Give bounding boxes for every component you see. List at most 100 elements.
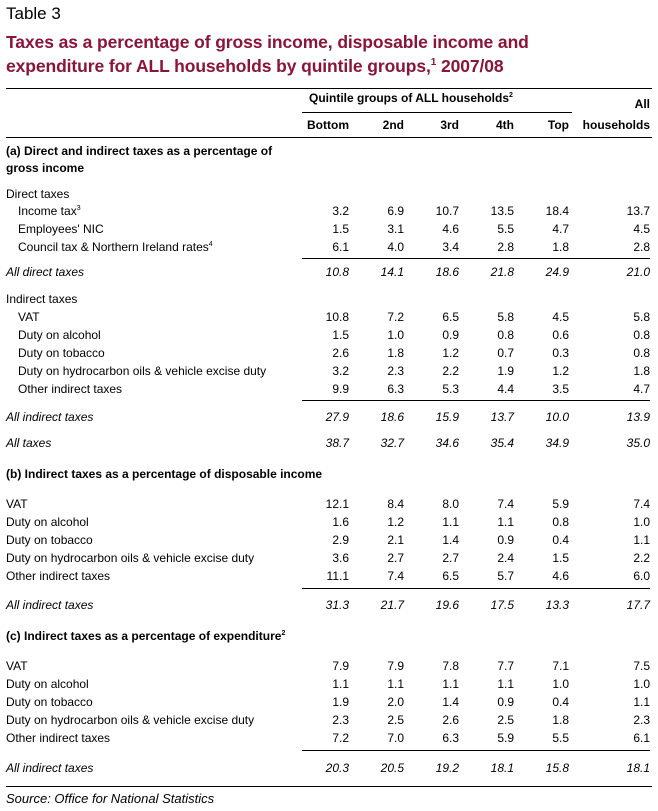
disposable-income-row-value: 1.5 bbox=[552, 551, 569, 565]
expenditure-row-value: 2.6 bbox=[442, 713, 459, 727]
all-taxes-row-value: 32.7 bbox=[380, 436, 404, 450]
expenditure-row-value: 5.9 bbox=[497, 731, 514, 745]
disposable-income-row-label: Other indirect taxes bbox=[6, 569, 110, 584]
row-label-text: All indirect taxes bbox=[6, 761, 94, 775]
disposable-income-row-value: 12.1 bbox=[325, 497, 349, 511]
disposable-income-row-value: 5.7 bbox=[497, 569, 514, 583]
direct-taxes-label: Direct taxes bbox=[6, 187, 70, 201]
expenditure-row-value: 1.0 bbox=[633, 677, 650, 691]
disposable-income-row-value: 2.1 bbox=[387, 533, 404, 547]
disposable-income-row-label: VAT bbox=[6, 497, 28, 512]
row-label-text: Employees' NIC bbox=[18, 222, 104, 236]
disposable-income-row-value: 7.4 bbox=[633, 497, 650, 511]
indirect-tax-row-value: 6.5 bbox=[442, 310, 459, 324]
disposable-income-row-label: Duty on hydrocarbon oils & vehicle excis… bbox=[6, 551, 254, 566]
all-direct-taxes-row-value: 24.9 bbox=[545, 265, 569, 279]
all-direct-taxes-row-value: 21.8 bbox=[490, 265, 514, 279]
row-label-text: Other indirect taxes bbox=[18, 382, 123, 396]
section-b-total-row-value: 21.7 bbox=[380, 598, 404, 612]
all-taxes-row-value: 38.7 bbox=[325, 436, 349, 450]
all-taxes-row-value: 34.6 bbox=[435, 436, 459, 450]
row-label-text: VAT bbox=[6, 497, 28, 511]
footnote-marker: 2 bbox=[281, 630, 286, 637]
row-label-text: All indirect taxes bbox=[6, 410, 94, 424]
section-c-heading-text: (c) Indirect taxes as a percentage of ex… bbox=[6, 629, 282, 643]
section-c-total-row-value: 18.1 bbox=[626, 761, 650, 775]
quintile-group-text: Quintile groups of ALL households bbox=[309, 91, 509, 105]
section-a-heading-line-2-text: gross income bbox=[6, 161, 85, 175]
direct-tax-row-value: 18.4 bbox=[545, 204, 569, 218]
column-header-4th: 4th bbox=[496, 118, 514, 132]
direct-tax-row-label: Employees' NIC bbox=[18, 222, 104, 237]
expenditure-row-value: 7.0 bbox=[387, 731, 404, 745]
indirect-tax-row-label: Duty on tobacco bbox=[18, 346, 105, 361]
row-label-text: All indirect taxes bbox=[6, 598, 94, 612]
indirect-tax-row-value: 7.2 bbox=[387, 310, 404, 324]
expenditure-row-value: 1.1 bbox=[497, 677, 514, 691]
all-indirect-taxes-row-value: 18.6 bbox=[380, 410, 404, 424]
column-header-bottom: Bottom bbox=[307, 118, 349, 132]
disposable-income-row-value: 1.0 bbox=[633, 515, 650, 529]
expenditure-row-value: 1.1 bbox=[633, 695, 650, 709]
all-indirect-taxes-row-value: 13.9 bbox=[626, 410, 650, 424]
disposable-income-row-label: Duty on alcohol bbox=[6, 515, 89, 530]
row-label-text: All taxes bbox=[6, 436, 52, 450]
direct-tax-row-value: 3.4 bbox=[442, 240, 459, 254]
disposable-income-row-value: 2.7 bbox=[387, 551, 404, 565]
footnote-marker: 2 bbox=[509, 92, 513, 99]
expenditure-row-value: 7.1 bbox=[552, 659, 569, 673]
row-label-text: Duty on hydrocarbon oils & vehicle excis… bbox=[18, 364, 267, 378]
all-direct-taxes-row-value: 10.8 bbox=[325, 265, 349, 279]
disposable-income-row-value: 6.0 bbox=[633, 569, 650, 583]
expenditure-row-value: 5.5 bbox=[552, 731, 569, 745]
direct-tax-row-label: Income tax3 bbox=[18, 204, 81, 219]
section-b-total-row-value: 17.7 bbox=[626, 598, 650, 612]
bottom-rule bbox=[6, 786, 652, 787]
indirect-tax-row-value: 1.9 bbox=[497, 364, 514, 378]
row-label-text: Duty on tobacco bbox=[18, 346, 105, 360]
disposable-income-row-value: 1.1 bbox=[442, 515, 459, 529]
all-taxes-row-value: 35.4 bbox=[490, 436, 514, 450]
all-indirect-taxes-row-value: 13.7 bbox=[490, 410, 514, 424]
direct-tax-row-value: 1.5 bbox=[332, 222, 349, 236]
section-c-heading: (c) Indirect taxes as a percentage of ex… bbox=[6, 629, 285, 644]
title-line-1: Taxes as a percentage of gross income, d… bbox=[6, 32, 529, 52]
column-header-3rd: 3rd bbox=[440, 118, 459, 132]
disposable-income-row-value: 3.6 bbox=[332, 551, 349, 565]
row-label-text: Council tax & Northern Ireland rates bbox=[18, 240, 209, 254]
indirect-tax-row-value: 1.0 bbox=[387, 328, 404, 342]
indirect-tax-row-value: 2.3 bbox=[387, 364, 404, 378]
indirect-tax-row-value: 1.8 bbox=[387, 346, 404, 360]
expenditure-row-value: 2.0 bbox=[387, 695, 404, 709]
expenditure-row-label: Duty on hydrocarbon oils & vehicle excis… bbox=[6, 713, 254, 728]
indirect-tax-row-value: 0.7 bbox=[497, 346, 514, 360]
column-header-2nd: 2nd bbox=[382, 118, 404, 132]
expenditure-row-value: 1.0 bbox=[552, 677, 569, 691]
direct-tax-row-value: 6.1 bbox=[332, 240, 349, 254]
row-label-text: VAT bbox=[18, 310, 40, 324]
section-b-heading: (b) Indirect taxes as a percentage of di… bbox=[6, 467, 322, 482]
expenditure-row-value: 2.5 bbox=[387, 713, 404, 727]
all-taxes-row-label: All taxes bbox=[6, 436, 51, 451]
direct-tax-row-value: 3.2 bbox=[332, 204, 349, 218]
direct-tax-row-value: 4.0 bbox=[387, 240, 404, 254]
section-b-total-row-value: 31.3 bbox=[325, 598, 349, 612]
direct-tax-row-label: Council tax & Northern Ireland rates4 bbox=[18, 240, 213, 255]
section-b-total-rule bbox=[302, 588, 650, 589]
indirect-tax-row-value: 3.5 bbox=[552, 382, 569, 396]
expenditure-row-value: 7.9 bbox=[387, 659, 404, 673]
table-title: Taxes as a percentage of gross income, d… bbox=[6, 30, 646, 78]
all-direct-taxes-row-value: 21.0 bbox=[626, 265, 650, 279]
expenditure-row-label: Duty on alcohol bbox=[6, 677, 89, 692]
indirect-tax-row-value: 6.3 bbox=[387, 382, 404, 396]
expenditure-row-value: 7.2 bbox=[332, 731, 349, 745]
disposable-income-row-value: 1.6 bbox=[332, 515, 349, 529]
column-header-top: Top bbox=[547, 118, 569, 132]
disposable-income-row-value: 6.5 bbox=[442, 569, 459, 583]
all-taxes-row-value: 35.0 bbox=[626, 436, 650, 450]
disposable-income-row-value: 8.4 bbox=[387, 497, 404, 511]
expenditure-row-label: Duty on tobacco bbox=[6, 695, 93, 710]
direct-tax-row-value: 13.5 bbox=[490, 204, 514, 218]
indirect-tax-row-value: 1.5 bbox=[332, 328, 349, 342]
indirect-tax-row-value: 0.8 bbox=[633, 328, 650, 342]
